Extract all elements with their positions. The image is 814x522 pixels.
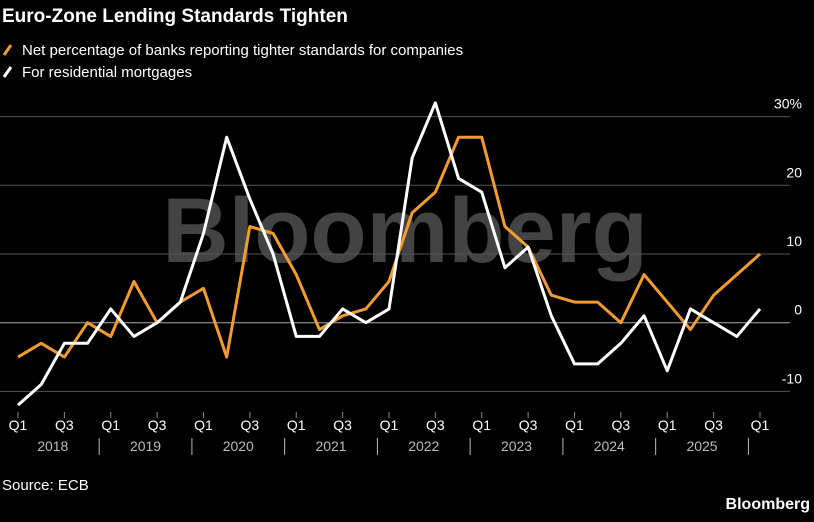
year-label: 2020 bbox=[223, 438, 254, 454]
x-tick-label: Q3 bbox=[704, 417, 723, 433]
x-tick-label: Q1 bbox=[380, 417, 399, 433]
x-tick-label: Q3 bbox=[519, 417, 538, 433]
legend-label: For residential mortgages bbox=[22, 64, 192, 81]
brand: Bloomberg bbox=[726, 496, 810, 513]
y-tick-label: -10 bbox=[782, 370, 802, 386]
legend-swatch bbox=[2, 66, 13, 78]
y-tick-label: 10 bbox=[786, 233, 802, 249]
x-tick-label: Q1 bbox=[565, 417, 584, 433]
year-label: 2022 bbox=[408, 438, 439, 454]
series-line bbox=[17, 135, 761, 359]
x-tick-label: Q1 bbox=[751, 417, 770, 433]
y-tick-label: 30% bbox=[774, 96, 802, 112]
series-line bbox=[17, 101, 762, 407]
year-label: 2021 bbox=[315, 438, 346, 454]
x-tick-label: Q3 bbox=[333, 417, 352, 433]
x-tick-label: Q3 bbox=[612, 417, 631, 433]
x-tick-label: Q1 bbox=[472, 417, 491, 433]
x-tick-label: Q1 bbox=[658, 417, 677, 433]
x-tick-label: Q3 bbox=[426, 417, 445, 433]
legend-swatch bbox=[2, 44, 13, 56]
x-tick-label: Q3 bbox=[148, 417, 167, 433]
x-tick-label: Q1 bbox=[287, 417, 306, 433]
year-label: 2024 bbox=[594, 438, 625, 454]
year-label: 2023 bbox=[501, 438, 532, 454]
x-tick-label: Q3 bbox=[55, 417, 74, 433]
x-tick-label: Q3 bbox=[241, 417, 260, 433]
year-label: 2025 bbox=[686, 438, 717, 454]
y-tick-label: 20 bbox=[786, 164, 802, 180]
y-tick-label: 0 bbox=[794, 302, 802, 318]
year-label: 2019 bbox=[130, 438, 161, 454]
year-label: 2018 bbox=[37, 438, 68, 454]
x-tick-label: Q1 bbox=[9, 417, 28, 433]
x-tick-label: Q1 bbox=[194, 417, 213, 433]
chart-title: Euro-Zone Lending Standards Tighten bbox=[2, 6, 348, 27]
legend-label: Net percentage of banks reporting tighte… bbox=[22, 42, 463, 59]
source: Source: ECB bbox=[2, 477, 89, 494]
x-tick-label: Q1 bbox=[101, 417, 120, 433]
